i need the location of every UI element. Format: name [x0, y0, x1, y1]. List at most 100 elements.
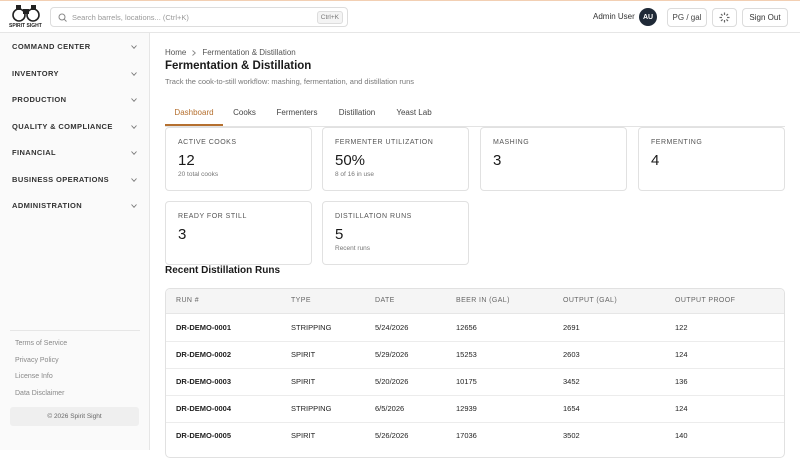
chevron	[131, 125, 137, 129]
nav-item[interactable]: PRODUCTION	[12, 95, 67, 104]
table-cell: 3502	[563, 431, 580, 440]
search-placeholder: Search barrels, locations... (Ctrl+K)	[72, 13, 189, 22]
search-box[interactable]: Search barrels, locations... (Ctrl+K) Ct…	[50, 7, 348, 27]
sidebar-divider	[10, 330, 140, 331]
units-button[interactable]: PG / gal	[667, 8, 707, 27]
footer-link[interactable]: License Info	[15, 373, 53, 381]
row-divider	[166, 395, 784, 396]
tab[interactable]: Yeast Lab	[396, 108, 432, 117]
column-header: OUTPUT (GAL)	[563, 297, 618, 304]
stat-card: FERMENTER UTILIZATION 50% 8 of 16 in use	[322, 127, 469, 191]
table-cell: DR-DEMO-0002	[176, 350, 232, 359]
table-cell: 15253	[456, 350, 477, 359]
tab-rule	[165, 126, 785, 127]
card-label: FERMENTING	[651, 139, 703, 146]
nav-item[interactable]: INVENTORY	[12, 69, 59, 78]
breadcrumb: Home Fermentation & Distillation	[165, 48, 296, 57]
column-header: RUN #	[176, 297, 200, 304]
table-cell: 3452	[563, 377, 580, 386]
column-header: DATE	[375, 297, 395, 304]
chevron	[131, 178, 137, 182]
footer-link[interactable]: Terms of Service	[15, 340, 68, 347]
table-cell: DR-DEMO-0004	[176, 404, 232, 413]
nav-item[interactable]: ADMINISTRATION	[12, 201, 83, 210]
refresh-button[interactable]	[712, 8, 737, 27]
footer-link[interactable]: Data Disclaimer	[15, 390, 65, 398]
logo-text: SPIRIT SIGHT	[9, 23, 42, 29]
stat-card: READY FOR STILL 3	[165, 201, 312, 265]
card-value: 50%	[335, 152, 366, 169]
table-cell: 10175	[456, 377, 477, 386]
chevron	[131, 204, 137, 208]
table-cell: 124	[675, 404, 688, 413]
card-note: Recent runs	[335, 245, 371, 252]
card-label: FERMENTER UTILIZATION	[335, 139, 434, 146]
card-label: DISTILLATION RUNS	[335, 213, 412, 220]
card-label: READY FOR STILL	[178, 213, 247, 220]
table-cell: STRIPPING	[291, 404, 332, 413]
tab[interactable]: Dashboard	[165, 108, 223, 126]
card-value: 12	[178, 152, 195, 169]
table-cell: 122	[675, 323, 688, 332]
table-cell: 124	[675, 350, 688, 359]
table-cell: STRIPPING	[291, 323, 332, 332]
top-bar: SPIRIT SIGHT Search barrels, locations..…	[0, 0, 800, 33]
table-cell: 140	[675, 431, 688, 440]
stat-card: DISTILLATION RUNS 5 Recent runs	[322, 201, 469, 265]
nav-item[interactable]: FINANCIAL	[12, 148, 57, 157]
table-cell: 17036	[456, 431, 477, 440]
tab[interactable]: Fermenters	[276, 108, 318, 117]
breadcrumb-item[interactable]: Home	[165, 48, 187, 57]
stat-card: FERMENTING 4	[638, 127, 785, 191]
tab[interactable]: Cooks	[233, 108, 256, 117]
chevron	[131, 45, 137, 49]
tab[interactable]: Distillation	[338, 108, 376, 117]
sidebar: COMMAND CENTER INVENTORY PRODUCTION QUALITY…	[0, 33, 150, 450]
table-cell: SPIRIT	[291, 350, 316, 359]
table-cell: DR-DEMO-0005	[176, 431, 232, 440]
avatar[interactable]: AU	[639, 8, 657, 26]
shortcut-hint: Ctrl+K	[316, 11, 343, 24]
row-divider	[166, 341, 784, 342]
card-label: MASHING	[493, 139, 530, 146]
card-note: 20 total cooks	[178, 171, 219, 178]
page-subtitle: Track the cook-to-still workflow: mashin…	[165, 77, 414, 86]
section-title: Recent Distillation Runs	[165, 265, 281, 276]
footer-link[interactable]: Privacy Policy	[15, 356, 59, 364]
user-name: Admin User	[593, 12, 635, 21]
nav-item[interactable]: COMMAND CENTER	[12, 42, 91, 51]
nav-item[interactable]: BUSINESS OPERATIONS	[12, 175, 110, 184]
table-cell: DR-DEMO-0001	[176, 323, 232, 332]
table-cell: 1654	[563, 404, 580, 413]
breadcrumb-item: Fermentation & Distillation	[202, 48, 296, 57]
chevron	[131, 72, 137, 76]
column-header: OUTPUT PROOF	[675, 297, 736, 304]
table-cell: 5/29/2026	[375, 350, 409, 359]
table-cell: SPIRIT	[291, 431, 316, 440]
table-cell: 5/26/2026	[375, 431, 409, 440]
table-cell: 2691	[563, 323, 580, 332]
table-header	[166, 289, 784, 314]
runs-table: RUN # TYPE DATE BEER IN (GAL) OUTPUT (GAL) OU…	[165, 288, 785, 458]
row-divider	[166, 422, 784, 423]
page-title: Fermentation & Distillation	[165, 60, 312, 72]
chevron	[131, 98, 137, 102]
column-header: BEER IN (GAL)	[456, 297, 510, 304]
table-cell: 6/5/2026	[375, 404, 405, 413]
table-cell: 5/24/2026	[375, 323, 409, 332]
copyright: © 2026 Spirit Sight	[10, 407, 139, 426]
card-value: 5	[335, 226, 344, 243]
spinner-icon	[719, 12, 730, 23]
table-cell: 136	[675, 377, 688, 386]
sign-out-button[interactable]: Sign Out	[742, 8, 788, 27]
search-icon	[58, 13, 67, 22]
card-value: 3	[178, 226, 187, 243]
nav-item[interactable]: QUALITY & COMPLIANCE	[12, 122, 113, 131]
card-value: 3	[493, 152, 502, 169]
logo-icon	[12, 5, 40, 22]
stat-card: ACTIVE COOKS 12 20 total cooks	[165, 127, 312, 191]
table-cell: DR-DEMO-0003	[176, 377, 232, 386]
table-cell: 5/20/2026	[375, 377, 409, 386]
